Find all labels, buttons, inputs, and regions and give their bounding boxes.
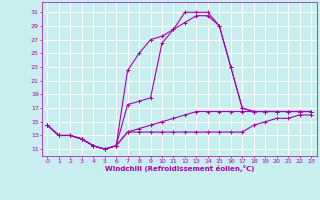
- X-axis label: Windchill (Refroidissement éolien,°C): Windchill (Refroidissement éolien,°C): [105, 165, 254, 172]
